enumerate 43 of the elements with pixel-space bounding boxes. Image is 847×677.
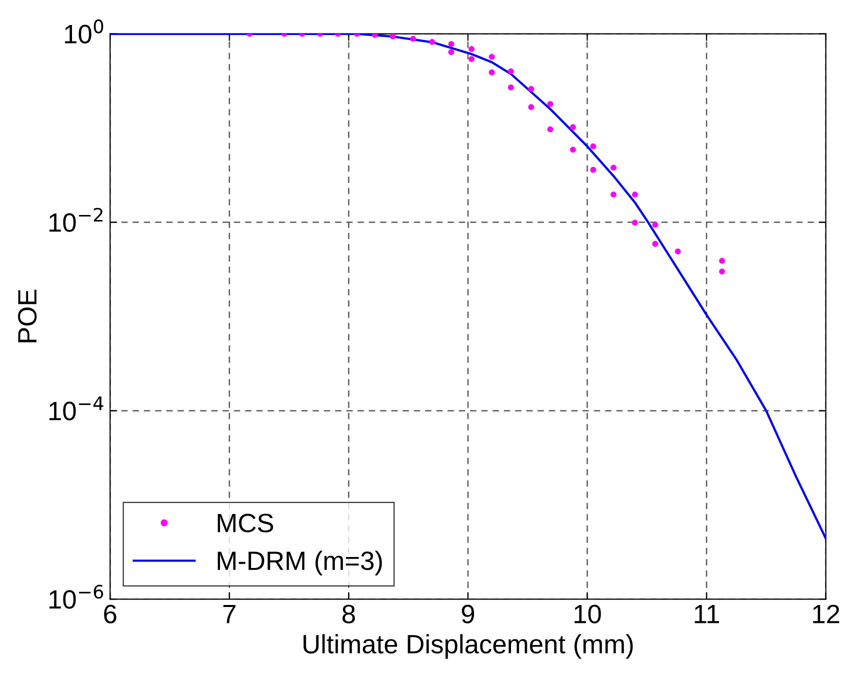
y-tick-label: 10$^{0}$: [65, 19, 104, 44]
point: [528, 104, 534, 110]
point: [468, 46, 474, 52]
x-tick-label: 11: [694, 604, 719, 624]
point: [547, 101, 554, 107]
point: [508, 68, 514, 74]
point: [719, 258, 725, 264]
point: [652, 240, 658, 247]
point: [610, 192, 616, 198]
point: [488, 54, 495, 60]
point: [632, 220, 638, 226]
point: [674, 248, 681, 254]
point: [652, 222, 658, 228]
point: [590, 166, 596, 173]
legend-label: MCS: [218, 514, 274, 532]
y-tick-label: 10$^{−2}$: [49, 208, 102, 232]
point: [719, 268, 725, 274]
point: [528, 86, 534, 92]
point: [448, 49, 454, 56]
x-tick-label: 6: [104, 604, 116, 624]
point: [390, 34, 396, 40]
y-tick-label: 10$^{−4}$: [49, 396, 104, 420]
x-tick-label: 8: [342, 604, 355, 624]
point: [547, 126, 554, 132]
point: [429, 39, 436, 45]
legend-label: M-DRM (m=3): [218, 550, 382, 576]
x-tick-label: 7: [223, 604, 236, 624]
y-axis-title: POE: [18, 290, 37, 342]
point: [508, 84, 514, 90]
point: [590, 143, 596, 150]
point: [610, 164, 616, 171]
y-tick-label: 10$^{−6}$: [49, 584, 104, 609]
point: [410, 36, 416, 42]
x-tick-label: 10: [574, 604, 601, 624]
point: [570, 124, 576, 130]
point: [488, 69, 495, 76]
x-tick-label: 12: [813, 604, 840, 624]
point: [570, 146, 576, 153]
x-axis-title: Ultimate Displacement (mm): [304, 634, 633, 659]
point: [468, 56, 474, 62]
point: [632, 192, 638, 198]
x-tick-label: 9: [462, 604, 474, 624]
point: [448, 41, 454, 47]
